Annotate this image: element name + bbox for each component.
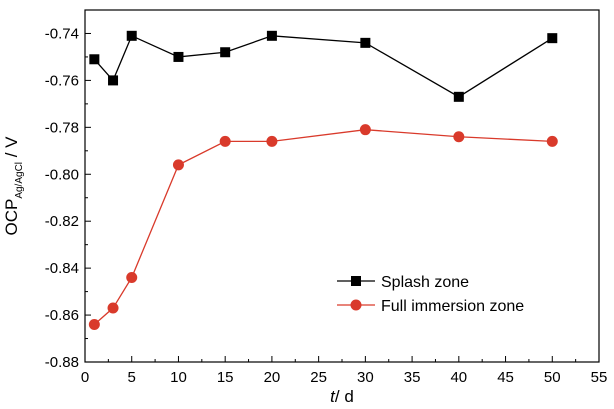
x-tick-label: 5 [128, 369, 136, 386]
data-point-square [360, 37, 371, 48]
data-point-square [126, 30, 137, 41]
x-tick-label: 45 [497, 369, 514, 386]
y-tick-label: -0.84 [45, 260, 79, 277]
data-point-circle [107, 302, 119, 314]
y-tick-label: -0.76 [45, 72, 79, 89]
x-axis: 0 5 10 15 20 25 30 35 40 45 50 55 [81, 356, 608, 386]
data-point-circle [126, 272, 138, 284]
legend: Splash zone Full immersion zone [337, 274, 524, 315]
legend-item-splash: Splash zone [337, 274, 469, 291]
data-point-square [547, 33, 558, 44]
y-axis-label-unit: / V [2, 136, 21, 162]
data-point-circle [172, 159, 184, 171]
y-tick-label: -0.88 [45, 354, 79, 371]
x-tick-label: 55 [591, 369, 608, 386]
data-point-circle [88, 318, 100, 330]
y-axis-label-sub: Ag/AgCl [14, 162, 25, 199]
data-point-circle [359, 124, 371, 136]
x-tick-label: 20 [264, 369, 281, 386]
data-point-circle [453, 131, 465, 143]
x-tick-label: 30 [357, 369, 374, 386]
data-point-circle [266, 135, 278, 147]
legend-marker-full-immersion [350, 299, 362, 311]
series-line-0 [93, 34, 553, 98]
data-point-square [453, 91, 464, 102]
y-tick-label: -0.80 [45, 166, 79, 183]
legend-label-splash: Splash zone [381, 274, 469, 291]
y-axis-label-main: OCP [2, 199, 21, 236]
x-tick-label: 40 [450, 369, 467, 386]
data-point-square [173, 51, 184, 62]
x-tick-label: 15 [217, 369, 234, 386]
y-tick-label: -0.86 [45, 307, 79, 324]
y-tick-label: -0.78 [45, 119, 79, 136]
legend-label-full-immersion: Full immersion zone [381, 298, 524, 315]
x-tick-label: 50 [544, 369, 561, 386]
data-point-circle [546, 135, 558, 147]
y-tick-label: -0.74 [45, 25, 79, 42]
x-axis-label: t/ d [330, 387, 354, 406]
y-axis-label: OCPAg/AgCl / V [2, 136, 25, 236]
x-tick-label: 35 [404, 369, 421, 386]
x-tick-label: 25 [310, 369, 327, 386]
x-tick-label: 0 [81, 369, 89, 386]
x-tick-label: 10 [170, 369, 187, 386]
data-point-square [266, 30, 277, 41]
x-axis-label-var: t [330, 387, 336, 406]
y-tick-label: -0.82 [45, 213, 79, 230]
legend-marker-splash [351, 276, 361, 286]
data-point-circle [219, 135, 231, 147]
data-point-square [220, 47, 231, 58]
data-point-square [108, 75, 119, 86]
series-layer [88, 30, 558, 330]
data-point-square [89, 54, 100, 65]
legend-item-full-immersion: Full immersion zone [337, 298, 524, 315]
series-line-1 [93, 129, 553, 325]
y-axis: -0.74 -0.76 -0.78 -0.80 -0.82 -0.84 -0.86 -0.88 [45, 25, 91, 371]
x-axis-label-unit: / d [335, 387, 354, 406]
